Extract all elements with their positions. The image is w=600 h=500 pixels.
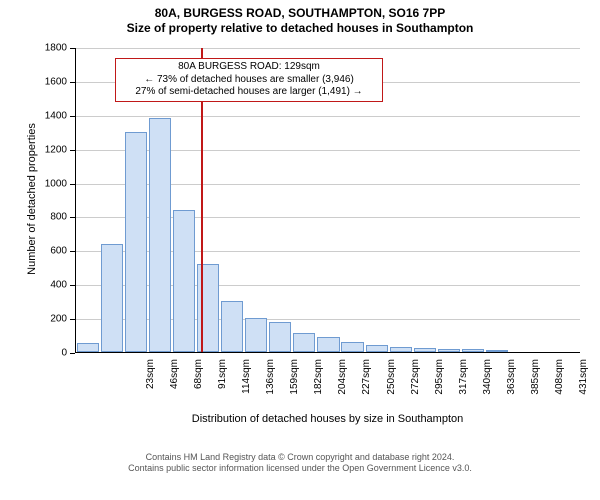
x-tick-label: 68sqm bbox=[193, 359, 204, 419]
histogram-bar bbox=[245, 318, 267, 352]
y-tick-mark bbox=[70, 217, 75, 218]
y-tick-mark bbox=[70, 184, 75, 185]
x-tick-label: 182sqm bbox=[313, 359, 324, 419]
y-tick-mark bbox=[70, 319, 75, 320]
histogram-bar bbox=[486, 350, 508, 352]
footer-line2: Contains public sector information licen… bbox=[0, 463, 600, 474]
histogram-bar bbox=[77, 343, 99, 352]
x-tick-label: 91sqm bbox=[217, 359, 228, 419]
y-tick-label: 1200 bbox=[0, 144, 67, 155]
x-tick-label: 363sqm bbox=[506, 359, 517, 419]
y-tick-label: 200 bbox=[0, 314, 67, 325]
grid-line bbox=[76, 116, 580, 117]
x-tick-label: 340sqm bbox=[482, 359, 493, 419]
x-tick-label: 385sqm bbox=[530, 359, 541, 419]
x-tick-label: 23sqm bbox=[145, 359, 156, 419]
histogram-bar bbox=[390, 347, 412, 352]
x-tick-label: 408sqm bbox=[554, 359, 565, 419]
x-tick-label: 159sqm bbox=[289, 359, 300, 419]
y-axis-label: Number of detached properties bbox=[26, 99, 38, 299]
y-tick-label: 1000 bbox=[0, 178, 67, 189]
x-tick-label: 272sqm bbox=[410, 359, 421, 419]
annotation-line3: 27% of semi-detached houses are larger (… bbox=[120, 86, 378, 99]
x-tick-label: 317sqm bbox=[458, 359, 469, 419]
histogram-bar bbox=[221, 301, 243, 352]
x-tick-label: 250sqm bbox=[386, 359, 397, 419]
histogram-bar bbox=[366, 345, 388, 352]
footer-line1: Contains HM Land Registry data © Crown c… bbox=[0, 452, 600, 463]
annotation-line1: 80A BURGESS ROAD: 129sqm bbox=[120, 61, 378, 74]
x-tick-label: 204sqm bbox=[337, 359, 348, 419]
histogram-bar bbox=[317, 337, 339, 352]
histogram-bar bbox=[101, 244, 123, 352]
y-tick-mark bbox=[70, 82, 75, 83]
histogram-bar bbox=[414, 348, 436, 352]
histogram-bar bbox=[173, 210, 195, 352]
annotation-line2: ← 73% of detached houses are smaller (3,… bbox=[120, 74, 378, 87]
histogram-bar bbox=[293, 333, 315, 352]
footer-attribution: Contains HM Land Registry data © Crown c… bbox=[0, 452, 600, 475]
histogram-bar bbox=[438, 349, 460, 352]
y-tick-mark bbox=[70, 48, 75, 49]
x-tick-label: 114sqm bbox=[241, 359, 252, 419]
histogram-chart: Number of detached properties Distributi… bbox=[0, 0, 600, 500]
y-tick-label: 400 bbox=[0, 280, 67, 291]
histogram-bar bbox=[341, 342, 363, 352]
x-tick-label: 227sqm bbox=[361, 359, 372, 419]
annotation-box: 80A BURGESS ROAD: 129sqm ← 73% of detach… bbox=[115, 58, 383, 102]
x-tick-label: 295sqm bbox=[434, 359, 445, 419]
histogram-bar bbox=[149, 118, 171, 352]
y-tick-mark bbox=[70, 116, 75, 117]
y-tick-label: 0 bbox=[0, 348, 67, 359]
x-tick-label: 136sqm bbox=[265, 359, 276, 419]
histogram-bar bbox=[269, 322, 291, 353]
y-tick-mark bbox=[70, 353, 75, 354]
y-tick-mark bbox=[70, 285, 75, 286]
y-tick-mark bbox=[70, 251, 75, 252]
histogram-bar bbox=[462, 349, 484, 352]
x-tick-label: 46sqm bbox=[169, 359, 180, 419]
y-tick-mark bbox=[70, 150, 75, 151]
y-tick-label: 600 bbox=[0, 246, 67, 257]
histogram-bar bbox=[125, 132, 147, 352]
y-tick-label: 800 bbox=[0, 212, 67, 223]
grid-line bbox=[76, 48, 580, 49]
y-tick-label: 1400 bbox=[0, 110, 67, 121]
y-tick-label: 1600 bbox=[0, 76, 67, 87]
x-tick-label: 431sqm bbox=[578, 359, 589, 419]
y-tick-label: 1800 bbox=[0, 43, 67, 54]
